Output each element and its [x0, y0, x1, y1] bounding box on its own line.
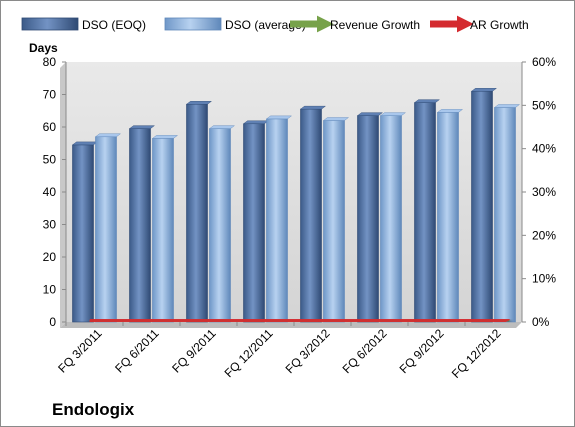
bar-dso-average: [95, 136, 117, 323]
y-tick-label: 20: [43, 250, 57, 264]
x-tick-label: FQ 6/2012: [340, 326, 390, 376]
bar-dso-eoq: [357, 115, 379, 323]
legend-swatch-dso-eoq: [21, 17, 79, 31]
y-tick-label: 10: [43, 283, 57, 297]
legend-item-dso-eoq: DSO (EOQ): [21, 17, 146, 32]
bar-dso-average: [266, 118, 288, 323]
legend-label-revenue-growth: Revenue Growth: [330, 18, 420, 32]
x-tick-label: FQ 3/2012: [283, 326, 333, 376]
y-tick-label: 70: [43, 88, 57, 102]
left-wall: [60, 62, 66, 328]
bar-dso-eoq: [300, 108, 322, 323]
bar-top-dso-average: [265, 115, 293, 120]
y-tick-label: 40: [43, 185, 57, 199]
bar-dso-average: [380, 115, 402, 323]
x-tick-label: FQ 9/2012: [397, 326, 447, 376]
bar-dso-eoq: [471, 90, 493, 323]
bar-dso-average: [437, 112, 459, 323]
bar-dso-eoq: [72, 144, 94, 323]
y2-tick-label: 0%: [532, 315, 550, 329]
bar-top-dso-eoq: [470, 88, 498, 92]
y2-tick-label: 60%: [532, 55, 556, 69]
bar-top-dso-average: [436, 109, 464, 113]
x-tick-label: FQ 12/2012: [449, 326, 504, 381]
company-name: Endologix: [52, 400, 135, 419]
bar-dso-eoq: [129, 128, 151, 323]
bar-top-dso-eoq: [185, 101, 213, 105]
legend-item-dso-average: DSO (average): [164, 17, 306, 32]
y-tick-label: 50: [43, 153, 57, 167]
bar-dso-eoq: [243, 123, 265, 323]
x-tick-label: FQ 12/2011: [222, 326, 276, 380]
bar-top-dso-eoq: [128, 125, 156, 129]
legend-swatch-dso-average: [164, 17, 222, 31]
bar-dso-eoq: [414, 102, 436, 323]
bar-top-dso-average: [208, 125, 236, 129]
y-tick-label: 80: [43, 55, 57, 69]
bar-top-dso-eoq: [242, 120, 270, 124]
legend-label-ar-growth: AR Growth: [470, 18, 529, 32]
legend-item-revenue-growth: Revenue Growth: [290, 15, 420, 33]
x-tick-label: FQ 3/2011: [55, 326, 105, 376]
bar-top-dso-eoq: [71, 141, 99, 146]
legend-item-ar-growth: AR Growth: [430, 15, 529, 33]
bar-top-dso-average: [94, 133, 122, 137]
y-tick-label: 60: [43, 120, 57, 134]
bar-dso-average: [209, 128, 231, 323]
legend-label-dso-average: DSO (average): [225, 18, 306, 32]
bar-top-dso-average: [322, 117, 350, 121]
bar-top-dso-eoq: [299, 105, 327, 110]
y-axis-title: Days: [29, 41, 58, 55]
plot-area: 0 10 20 30 40 50 60 70 80 0% 10% 20% 30% 40% 50% 60% FQ …: [43, 55, 557, 381]
y2-tick-label: 10%: [532, 272, 556, 286]
y2-tick-label: 30%: [532, 185, 556, 199]
bar-dso-eoq: [186, 103, 208, 323]
y2-tick-label: 40%: [532, 142, 556, 156]
legend-label-dso-eoq: DSO (EOQ): [82, 18, 146, 32]
bar-top-dso-eoq: [356, 112, 384, 116]
bar-top-dso-average: [493, 104, 521, 108]
bar-dso-average: [494, 107, 516, 323]
y2-tick-label: 20%: [532, 228, 556, 242]
ar-growth-line: [89, 308, 511, 333]
bar-dso-average: [152, 138, 174, 323]
y-tick-label: 30: [43, 218, 57, 232]
x-tick-label: FQ 9/2011: [169, 326, 219, 376]
y-tick-label: 0: [49, 315, 56, 329]
bar-top-dso-average: [151, 135, 179, 139]
legend: DSO (EOQ) DSO (average) Revenue Growth A…: [21, 15, 529, 33]
x-tick-label: FQ 6/2011: [112, 326, 162, 376]
bar-top-dso-average: [379, 112, 407, 116]
bar-top-dso-eoq: [413, 99, 441, 103]
y2-tick-label: 50%: [532, 98, 556, 112]
bar-dso-average: [323, 120, 345, 323]
